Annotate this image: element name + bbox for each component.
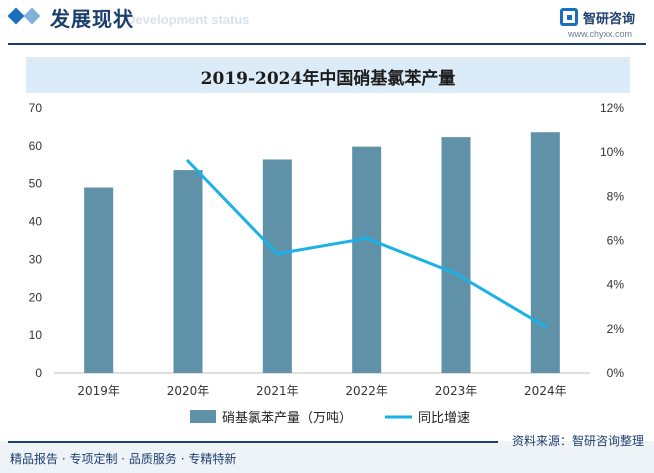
chart-title-band: 2019-2024年中国硝基氯苯产量 xyxy=(26,57,630,93)
y-right-tick-label: 10% xyxy=(600,145,624,159)
y-left-tick-label: 30 xyxy=(29,252,43,266)
brand-url: www.chyxx.com xyxy=(568,29,633,39)
y-left-tick-label: 50 xyxy=(29,177,43,191)
y-right-tick-label: 2% xyxy=(607,322,625,336)
page-subtitle: Development status xyxy=(126,12,250,27)
bar xyxy=(173,170,203,373)
growth-point xyxy=(186,159,190,163)
growth-point xyxy=(275,252,279,256)
bar xyxy=(84,187,114,373)
growth-point xyxy=(543,325,547,329)
x-tick-label: 2019年 xyxy=(77,384,120,398)
x-tick-label: 2023年 xyxy=(435,384,478,398)
y-right-tick-label: 0% xyxy=(607,366,625,380)
legend-bar-label: 硝基氯苯产量（万吨） xyxy=(222,411,352,426)
legend-bar-swatch xyxy=(190,410,216,423)
y-left-tick-label: 60 xyxy=(29,139,43,153)
y-left-tick-label: 10 xyxy=(29,328,43,342)
source-note: 资料来源：智研咨询整理 xyxy=(511,434,644,448)
x-tick-label: 2020年 xyxy=(167,384,210,398)
footer-divider xyxy=(8,441,498,443)
header-divider xyxy=(8,43,646,45)
growth-point xyxy=(454,272,458,276)
x-tick-label: 2021年 xyxy=(256,384,299,398)
bar xyxy=(262,159,292,373)
x-tick-label: 2022年 xyxy=(345,384,388,398)
x-tick-label: 2024年 xyxy=(524,384,567,398)
footer-slogan: 精品报告 · 专项定制 · 品质服务 · 专精特新 xyxy=(10,452,237,466)
brand-name: 智研咨询 xyxy=(583,12,636,27)
chart-title: 2019-2024年中国硝基氯苯产量 xyxy=(200,69,456,89)
brand-logo[interactable]: 智研咨询 www.chyxx.com xyxy=(560,6,650,42)
y-right-tick-label: 4% xyxy=(607,278,625,292)
bar xyxy=(441,137,471,373)
y-right-tick-label: 12% xyxy=(600,101,624,115)
legend-line-label: 同比增速 xyxy=(418,411,470,426)
y-right-tick-label: 6% xyxy=(607,234,625,248)
y-left-tick-label: 0 xyxy=(35,366,42,380)
footer-band xyxy=(0,441,654,473)
y-left-tick-label: 70 xyxy=(29,101,43,115)
page-title: 发展现状 xyxy=(50,7,134,31)
brand-logo-icon xyxy=(560,8,578,26)
y-left-tick-label: 40 xyxy=(29,215,43,229)
growth-point xyxy=(365,236,369,240)
header: Development status 发展现状 智研咨询 www.chyxx.c… xyxy=(0,0,654,45)
bar xyxy=(352,146,382,373)
y-left-tick-label: 20 xyxy=(29,290,43,304)
bar xyxy=(530,132,560,373)
y-right-tick-label: 8% xyxy=(607,189,625,203)
